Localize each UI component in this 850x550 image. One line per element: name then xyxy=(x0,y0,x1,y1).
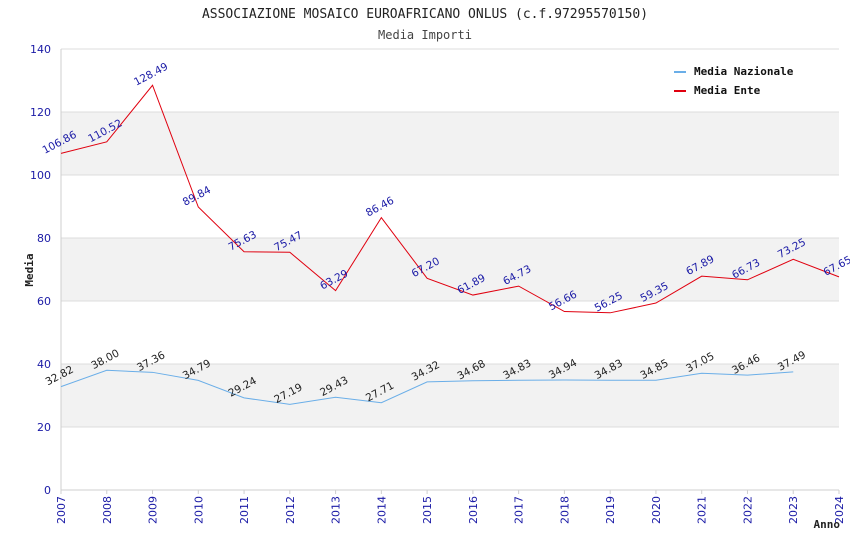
grid-band xyxy=(61,175,839,238)
grid-band xyxy=(61,49,839,112)
y-tick-label: 40 xyxy=(37,358,51,371)
grid-bands xyxy=(61,48,839,491)
series-line-media-nazionale xyxy=(60,369,794,405)
x-tick-label: 2009 xyxy=(147,496,160,524)
y-axis-title: Media xyxy=(23,253,36,286)
x-tick-label: 2020 xyxy=(650,496,663,524)
y-tick-label: 20 xyxy=(37,421,51,434)
grid-band xyxy=(61,427,839,490)
grid-band xyxy=(61,301,839,364)
x-tick-label: 2008 xyxy=(101,496,114,524)
legend-label: Media Ente xyxy=(694,84,761,97)
grid-band xyxy=(61,112,839,175)
legend-label: Media Nazionale xyxy=(694,65,794,78)
x-tick-label: 2024 xyxy=(833,496,846,524)
x-axis-title: Anno xyxy=(814,518,841,531)
chart-title: ASSOCIAZIONE MOSAICO EUROAFRICANO ONLUS … xyxy=(202,7,648,22)
x-tick-label: 2019 xyxy=(604,496,617,524)
x-tick-label: 2011 xyxy=(238,496,251,524)
x-tick-label: 2007 xyxy=(55,496,68,524)
x-tick-label: 2015 xyxy=(421,496,434,524)
x-tick-label: 2016 xyxy=(467,496,480,524)
y-tick-label: 0 xyxy=(44,484,51,497)
x-tick-label: 2022 xyxy=(741,496,754,524)
x-tick-label: 2018 xyxy=(558,496,571,524)
y-tick-label: 60 xyxy=(37,295,51,308)
y-tick-label: 100 xyxy=(30,169,51,182)
x-tick-label: 2010 xyxy=(192,496,205,524)
x-tick-label: 2017 xyxy=(513,496,526,524)
grid-band xyxy=(61,238,839,301)
y-tick-label: 140 xyxy=(30,43,51,56)
chart-subtitle: Media Importi xyxy=(378,28,472,42)
legend: Media Nazionale Media Ente xyxy=(674,65,794,97)
x-tick-label: 2023 xyxy=(787,496,800,524)
x-tick-label: 2012 xyxy=(284,496,297,524)
axes: 0 20 40 60 80 100 120 140 2007 2008 2009 2010 2011 20… xyxy=(30,43,846,524)
grid-band xyxy=(61,364,839,427)
x-tick-label: 2014 xyxy=(375,496,388,524)
x-tick-label: 2021 xyxy=(696,496,709,524)
series-layer xyxy=(60,84,840,405)
y-tick-label: 120 xyxy=(30,106,51,119)
x-tick-label: 2013 xyxy=(330,496,343,524)
y-tick-label: 80 xyxy=(37,232,51,245)
series-line-media-ente xyxy=(60,84,840,314)
